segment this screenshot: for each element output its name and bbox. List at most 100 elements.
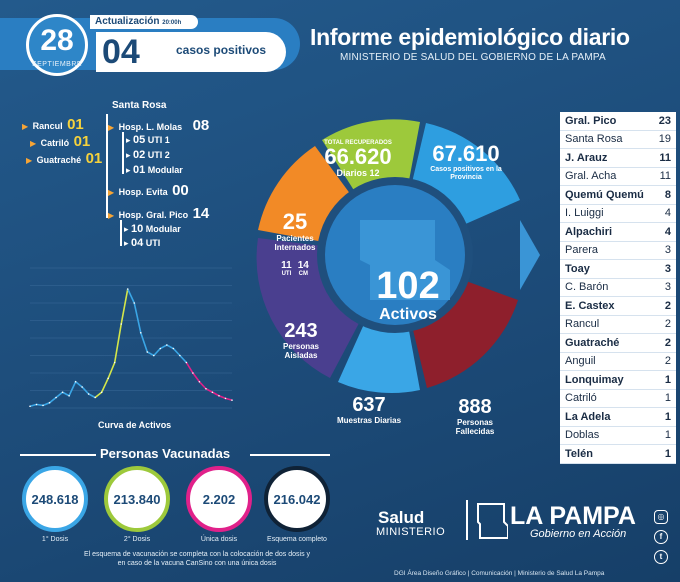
- data-point: [68, 394, 70, 397]
- la-pampa-logo-text: LA PAMPA: [510, 502, 636, 530]
- data-point: [29, 405, 31, 408]
- data-point: [55, 396, 57, 399]
- arrow-icon: ▶: [108, 188, 115, 197]
- locality-value: 1: [664, 410, 671, 423]
- locality-value: 4: [664, 225, 671, 238]
- molas-value: 08: [192, 117, 210, 134]
- locality-value: 11: [659, 151, 671, 164]
- locality-name: Doblas: [565, 429, 600, 442]
- data-point: [61, 391, 64, 394]
- active-value: 102: [376, 265, 440, 307]
- evita-value: 00: [172, 182, 189, 199]
- locality-name: Telén: [565, 447, 593, 460]
- active-block: 102 Activos: [356, 266, 460, 324]
- pico-modular: ▸ 10 Modular: [124, 223, 181, 235]
- series-line: [29, 380, 96, 408]
- data-point: [126, 288, 129, 290]
- interned-label: Pacientes Internados: [274, 234, 316, 252]
- single-dose-value: 2.202: [202, 492, 236, 507]
- positive-block: 67.610 Casos positivos en la Provincia: [424, 142, 508, 182]
- data-point: [81, 386, 83, 388]
- table-row: Rancul 2: [560, 316, 676, 334]
- locality-name: Parera: [565, 244, 599, 257]
- update-time: 20:00h: [162, 20, 182, 26]
- data-point: [42, 404, 44, 407]
- data-point: [107, 377, 109, 380]
- series-line: [127, 288, 187, 364]
- cm-value: 14: [297, 260, 309, 271]
- locality-value: 2: [664, 355, 671, 368]
- pico-value: 14: [192, 205, 210, 222]
- table-row: Parera 3: [560, 242, 676, 260]
- evita-label: Hosp. Evita: [118, 187, 168, 197]
- samples-label: Muestras Diarias: [336, 416, 402, 425]
- locality-value: 1: [664, 373, 671, 386]
- data-point: [166, 344, 168, 346]
- isolated-label: Personas Aisladas: [282, 342, 320, 360]
- molas-uti1-num: 05: [133, 134, 146, 146]
- locality-name: Alpachiri: [565, 225, 613, 238]
- logo-divider: [466, 500, 468, 540]
- series-line: [185, 362, 233, 401]
- recovered-value: 66.620: [324, 144, 392, 169]
- pico-row: ▶ Hosp. Gral. Pico 14: [108, 205, 209, 223]
- arrow-icon: ▶: [22, 122, 29, 131]
- isolated-block: 243 Personas Aisladas: [268, 320, 334, 360]
- rancul-row: ▶ Rancul 01: [22, 116, 84, 134]
- locality-value: 2: [664, 336, 671, 349]
- province-shield-icon: [477, 503, 508, 539]
- positive-value: 67.610: [432, 141, 500, 166]
- positive-label: Casos positivos en la Provincia: [430, 166, 502, 181]
- data-point: [139, 331, 142, 334]
- table-row: C. Barón 3: [560, 279, 676, 297]
- molas-modular: ▸ 01 Modular: [126, 164, 183, 176]
- pico-modular-label: Modular: [145, 224, 181, 234]
- series-line: [94, 288, 129, 399]
- table-row: La Adela 1: [560, 408, 676, 427]
- locality-value: 19: [658, 133, 671, 146]
- molas-uti2: ▸ 02 UTI 2: [126, 149, 170, 161]
- locality-value: 2: [664, 299, 671, 312]
- instagram-icon[interactable]: ◎: [654, 510, 668, 524]
- recovered-block: TOTAL RECUPERADOS 66.620 Diarios 12: [318, 140, 398, 178]
- locality-value: 8: [664, 188, 671, 201]
- table-row: E. Castex 2: [560, 297, 676, 316]
- locality-name: Anguil: [565, 355, 596, 368]
- arrow-icon: ▶: [108, 123, 115, 132]
- facebook-icon[interactable]: f: [654, 530, 668, 544]
- update-tag: Actualización 20:00h: [90, 15, 198, 29]
- arrow-icon: ▶: [26, 156, 33, 165]
- molas-label: Hosp. L. Molas: [118, 122, 183, 132]
- locality-value: 3: [664, 244, 671, 257]
- table-row: Lonquimay 1: [560, 371, 676, 390]
- locality-name: Catriló: [565, 392, 597, 405]
- data-point: [133, 302, 136, 304]
- credits: DGI Área Diseño Gráfico | Comunicación |…: [394, 570, 605, 577]
- table-row: Doblas 1: [560, 427, 676, 445]
- molas-uti1: ▸ 05 UTI 1: [126, 134, 170, 146]
- locality-name: I. Luiggi: [565, 207, 604, 220]
- data-point: [74, 380, 77, 383]
- chart-caption: Curva de Activos: [98, 420, 172, 430]
- pico-modular-num: 10: [131, 223, 144, 235]
- locality-value: 1: [664, 429, 671, 442]
- daily-label: Diarios: [336, 168, 367, 178]
- data-point: [48, 401, 51, 404]
- locality-name: Quemú Quemú: [565, 188, 644, 201]
- ministerio-logo-text: MINISTERIO: [376, 526, 446, 538]
- first-dose-badge: 248.618: [22, 466, 88, 532]
- locality-name: Lonquimay: [565, 373, 624, 386]
- date-month: SEPTIEMBRE: [31, 61, 83, 68]
- deceased-label: Personas Fallecidas: [455, 418, 495, 436]
- active-curve-chart: [29, 267, 233, 409]
- guatrache-label: Guatraché: [36, 155, 82, 165]
- daily-value: 12: [369, 168, 380, 178]
- complete-dose-value: 216.042: [273, 492, 321, 507]
- interned-value: 25: [282, 209, 308, 234]
- page-title: Informe epidemiológico diario: [310, 24, 630, 50]
- data-point: [120, 323, 123, 325]
- twitter-icon[interactable]: t: [654, 550, 668, 564]
- rancul-label: Rancul: [32, 121, 63, 131]
- locality-name: Rancul: [565, 318, 600, 331]
- new-cases-label: casos positivos: [176, 43, 267, 57]
